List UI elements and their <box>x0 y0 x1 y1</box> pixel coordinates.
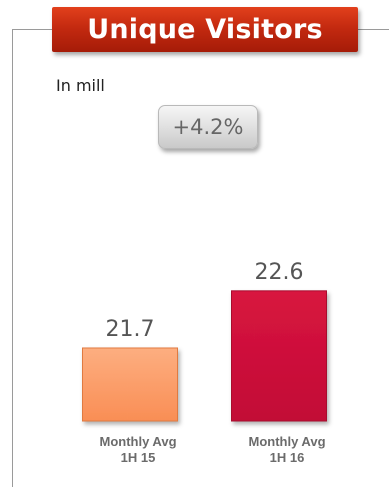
category-label-0-line-1: 1H 15 <box>121 450 156 465</box>
unit-label: In mill <box>56 76 105 95</box>
bar-0 <box>82 347 178 422</box>
frame-line-left <box>12 29 13 487</box>
category-label-0-line-0: Monthly Avg <box>99 434 176 449</box>
title-banner: Unique Visitors <box>52 7 358 52</box>
value-label-0: 21.7 <box>106 317 155 342</box>
bar-1 <box>231 290 327 422</box>
chart-title: Unique Visitors <box>87 14 323 45</box>
frame-line-top-right <box>357 29 389 30</box>
category-label-1-line-0: Monthly Avg <box>248 434 325 449</box>
growth-value: +4.2% <box>172 115 244 139</box>
growth-badge: +4.2% <box>158 105 258 149</box>
value-label-1: 22.6 <box>255 260 304 285</box>
category-label-1-line-1: 1H 16 <box>270 450 305 465</box>
frame-line-top-left <box>12 29 52 30</box>
